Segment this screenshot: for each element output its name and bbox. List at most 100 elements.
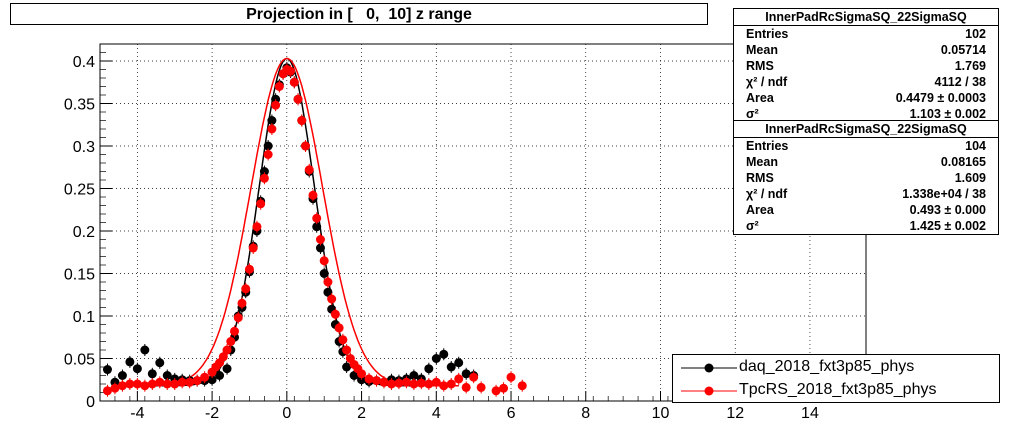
stats-row: χ² / ndf 1.338e+04 / 38 [734,186,998,202]
stats-label: σ² [746,219,759,233]
data-point [248,243,258,253]
data-point [315,243,325,253]
y-tick-label: 0.35 [64,97,95,114]
data-point [401,377,411,387]
stats-value: 0.05714 [940,43,986,57]
data-point [439,349,449,359]
y-tick-label: 0 [86,394,95,411]
data-point [200,372,210,382]
stats-row: Mean 0.08165 [734,154,998,170]
data-point [499,383,509,393]
data-point [379,377,389,387]
data-point [185,377,195,387]
data-point [319,269,329,278]
stats-value: 1.338e+04 / 38 [902,187,986,201]
stats-label: χ² / ndf [746,187,788,201]
data-point [342,345,352,355]
stats-label: Mean [746,155,778,169]
stats-row: Area 0.4479 ± 0.0003 [734,90,998,106]
stats-label: RMS [746,59,774,73]
data-point [241,284,251,294]
data-point [357,369,367,379]
data-point [506,372,516,382]
stats-label: σ² [746,107,759,121]
data-point [192,376,202,386]
data-point [263,141,273,151]
y-tick-label: 0.05 [64,352,95,369]
data-point [323,277,333,287]
data-point [491,386,501,396]
data-point [244,264,254,274]
legend-entry-tpcrs: TpcRS_2018_fxt3p85_phys [673,379,999,403]
stats-row: RMS 1.609 [734,170,998,186]
data-point [237,298,247,308]
data-point [293,94,303,104]
legend-label: daq_2018_fxt3p85_phys [739,358,915,375]
data-point [140,381,150,391]
data-point [155,358,165,368]
data-point [140,345,150,355]
data-point [177,377,187,387]
data-point [461,369,471,379]
data-point [117,371,127,380]
stats-label: Mean [746,43,778,57]
data-point [308,190,318,200]
data-point [338,335,348,345]
stats-row: χ² / ndf 4112 / 38 [734,74,998,90]
data-point [132,379,142,389]
data-point [215,371,225,380]
legend-entry-daq: daq_2018_fxt3p85_phys [673,356,999,380]
stats-value: 102 [965,27,986,41]
data-point [364,374,374,384]
data-point [102,365,112,375]
data-point [439,381,449,391]
stats-label: Entries [746,27,789,41]
data-point [155,377,165,387]
stats-value: 0.4479 ± 0.0003 [895,91,986,105]
stats-row: σ² 1.103 ± 0.002 [734,106,998,122]
data-point [297,116,307,125]
stats-row: Entries 104 [734,138,998,154]
stats-label: RMS [746,171,774,185]
data-point [162,379,172,389]
data-point [256,199,266,209]
stats-label: Area [746,203,774,217]
stats-value: 4112 / 38 [934,75,986,89]
data-point [416,378,426,388]
stats-box-title: InnerPadRcSigmaSQ_22SigmaSQ [734,9,998,26]
stats-value: 1.609 [954,171,986,185]
data-point [226,337,236,346]
x-tick-label: -2 [205,405,219,422]
data-point [327,294,337,304]
data-point [125,379,135,389]
x-tick-label: 8 [581,405,590,422]
stats-box-daq: InnerPadRcSigmaSQ_22SigmaSQ Entries 102 M… [733,8,999,123]
data-point [349,371,359,380]
data-point [207,375,217,385]
data-point [461,382,471,392]
data-point [222,345,232,355]
stats-value: 0.08165 [940,155,986,169]
data-point [218,352,228,362]
y-tick-label: 0.1 [73,309,95,326]
data-point [271,100,281,110]
data-point [267,116,277,125]
data-point [147,369,157,379]
data-point [110,383,120,393]
data-point [330,309,340,319]
data-point [372,376,382,386]
chart-title: Projection in [ 0, 10] z range [10,3,708,25]
data-point [230,326,240,336]
data-point [319,256,329,266]
data-point [289,77,299,87]
stats-row: Entries 102 [734,26,998,42]
data-point [454,374,464,384]
data-point [476,382,486,392]
data-point [431,354,441,363]
data-point [424,379,434,389]
data-point [233,313,243,323]
x-tick-label: 6 [507,405,516,422]
data-point [469,372,479,382]
data-point [315,235,325,244]
